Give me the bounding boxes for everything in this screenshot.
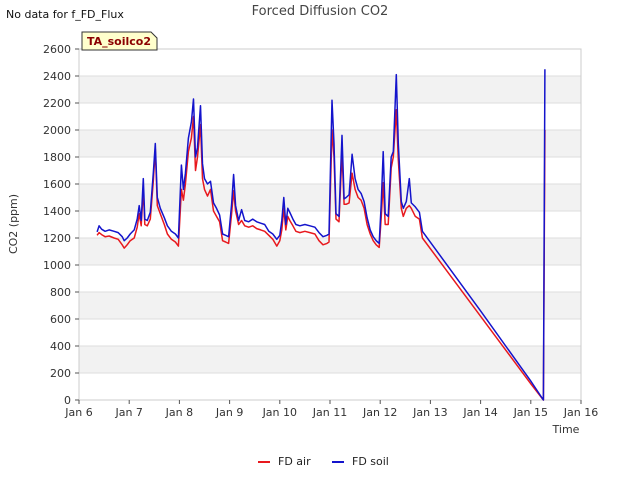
y-tick-label-2000: 2000 xyxy=(43,124,71,137)
legend-label-fd-air: FD air xyxy=(278,455,311,468)
x-tick-label-14: Jan 14 xyxy=(462,406,497,419)
x-tick-label-15: Jan 15 xyxy=(513,406,548,419)
x-tick-label-10: Jan 10 xyxy=(262,406,297,419)
band-600-800 xyxy=(79,292,581,319)
y-tick-label-400: 400 xyxy=(50,340,71,353)
band-2400-2600 xyxy=(79,49,581,76)
y-tick-label-2200: 2200 xyxy=(43,97,71,110)
x-tick-label-7: Jan 7 xyxy=(114,406,142,419)
x-axis-label: Time xyxy=(552,423,580,436)
band-1800-2000 xyxy=(79,130,581,157)
y-tick-label-1600: 1600 xyxy=(43,178,71,191)
band-1000-1200 xyxy=(79,238,581,265)
y-axis-ticks: 0 200 400 600 800 1000 1200 1400 1600 1800 2000 220… xyxy=(43,43,79,407)
band-400-600 xyxy=(79,319,581,346)
site-badge: TA_soilco2 xyxy=(81,31,158,51)
legend-label-fd-soil: FD soil xyxy=(352,455,389,468)
band-2000-2200 xyxy=(79,103,581,130)
band-2200-2400 xyxy=(79,76,581,103)
band-200-400 xyxy=(79,346,581,373)
series-lines xyxy=(96,69,546,401)
x-axis-ticks: Jan 6 Jan 7 Jan 8 Jan 9 Jan 10 Jan 11 Jan 12 Ja… xyxy=(64,400,598,419)
y-tick-label-2600: 2600 xyxy=(43,43,71,56)
series-line-fd-soil xyxy=(96,69,546,401)
x-tick-label-12: Jan 12 xyxy=(362,406,397,419)
chart-title: Forced Diffusion CO2 xyxy=(252,4,389,19)
legend: FD air FD soil xyxy=(258,455,389,468)
x-tick-label-16: Jan 16 xyxy=(563,406,598,419)
y-tick-label-600: 600 xyxy=(50,313,71,326)
y-tick-label-1000: 1000 xyxy=(43,259,71,272)
y-tick-label-200: 200 xyxy=(50,367,71,380)
y-tick-label-0: 0 xyxy=(64,394,71,407)
x-tick-label-9: Jan 9 xyxy=(215,406,243,419)
x-tick-label-11: Jan 11 xyxy=(312,406,347,419)
y-tick-label-1800: 1800 xyxy=(43,151,71,164)
band-800-1000 xyxy=(79,265,581,292)
x-tick-label-13: Jan 13 xyxy=(412,406,447,419)
y-tick-label-1200: 1200 xyxy=(43,232,71,245)
y-tick-label-800: 800 xyxy=(50,286,71,299)
y-tick-label-1400: 1400 xyxy=(43,205,71,218)
band-0-200 xyxy=(79,373,581,400)
x-tick-label-6: Jan 6 xyxy=(64,406,92,419)
x-tick-label-8: Jan 8 xyxy=(165,406,193,419)
no-data-note: No data for f_FD_Flux xyxy=(6,8,124,21)
y-axis-label: CO2 (ppm) xyxy=(7,194,20,254)
site-badge-label: TA_soilco2 xyxy=(87,35,151,48)
y-tick-label-2400: 2400 xyxy=(43,70,71,83)
